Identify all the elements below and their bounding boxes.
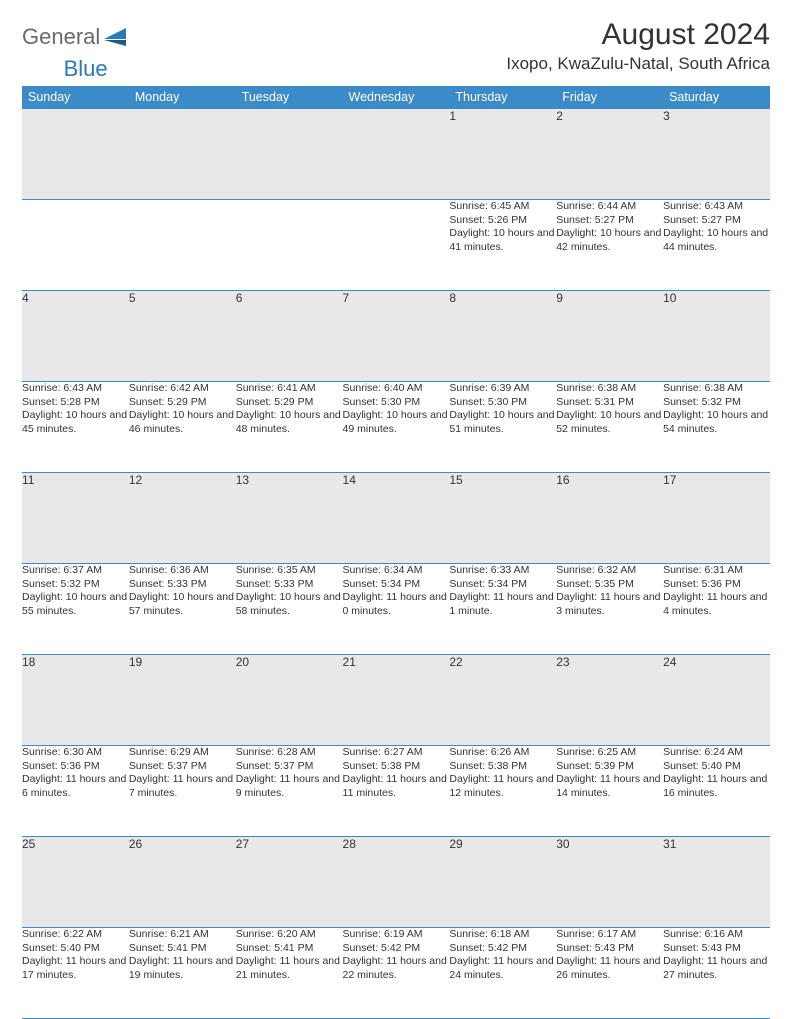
day-number-cell: 23	[556, 655, 663, 746]
day-number-cell: 8	[449, 291, 556, 382]
logo-triangle-icon	[104, 28, 126, 46]
day-number-cell: 28	[343, 837, 450, 928]
day-number-cell: 4	[22, 291, 129, 382]
day-number-row: 25262728293031	[22, 837, 770, 928]
day-details-cell: Sunrise: 6:19 AMSunset: 5:42 PMDaylight:…	[343, 928, 450, 1019]
day-details-cell: Sunrise: 6:21 AMSunset: 5:41 PMDaylight:…	[129, 928, 236, 1019]
day-details-cell	[343, 200, 450, 291]
day-details-row: Sunrise: 6:37 AMSunset: 5:32 PMDaylight:…	[22, 564, 770, 655]
day-details-cell: Sunrise: 6:38 AMSunset: 5:32 PMDaylight:…	[663, 382, 770, 473]
day-details-cell: Sunrise: 6:18 AMSunset: 5:42 PMDaylight:…	[449, 928, 556, 1019]
day-details-row: Sunrise: 6:30 AMSunset: 5:36 PMDaylight:…	[22, 746, 770, 837]
day-number-cell: 5	[129, 291, 236, 382]
day-details-cell	[129, 200, 236, 291]
day-details-cell: Sunrise: 6:22 AMSunset: 5:40 PMDaylight:…	[22, 928, 129, 1019]
day-details-row: Sunrise: 6:45 AMSunset: 5:26 PMDaylight:…	[22, 200, 770, 291]
day-number-row: 18192021222324	[22, 655, 770, 746]
day-number-cell	[129, 109, 236, 200]
day-details-cell: Sunrise: 6:37 AMSunset: 5:32 PMDaylight:…	[22, 564, 129, 655]
day-number-cell: 1	[449, 109, 556, 200]
day-details-row: Sunrise: 6:43 AMSunset: 5:28 PMDaylight:…	[22, 382, 770, 473]
day-number-cell: 19	[129, 655, 236, 746]
day-number-cell	[22, 109, 129, 200]
logo: General	[22, 18, 126, 50]
logo-word-2: Blue	[64, 56, 108, 81]
day-details-cell: Sunrise: 6:17 AMSunset: 5:43 PMDaylight:…	[556, 928, 663, 1019]
day-number-cell: 2	[556, 109, 663, 200]
day-details-cell: Sunrise: 6:42 AMSunset: 5:29 PMDaylight:…	[129, 382, 236, 473]
day-number-row: 11121314151617	[22, 473, 770, 564]
day-number-cell	[236, 109, 343, 200]
day-details-cell: Sunrise: 6:26 AMSunset: 5:38 PMDaylight:…	[449, 746, 556, 837]
day-number-cell: 15	[449, 473, 556, 564]
day-number-cell: 6	[236, 291, 343, 382]
weekday-header: Wednesday	[343, 86, 450, 109]
day-number-cell: 12	[129, 473, 236, 564]
day-number-cell: 7	[343, 291, 450, 382]
day-number-cell: 14	[343, 473, 450, 564]
day-number-cell: 24	[663, 655, 770, 746]
day-details-cell: Sunrise: 6:43 AMSunset: 5:27 PMDaylight:…	[663, 200, 770, 291]
day-details-cell: Sunrise: 6:16 AMSunset: 5:43 PMDaylight:…	[663, 928, 770, 1019]
day-number-cell: 29	[449, 837, 556, 928]
day-details-cell: Sunrise: 6:45 AMSunset: 5:26 PMDaylight:…	[449, 200, 556, 291]
day-number-cell: 13	[236, 473, 343, 564]
day-number-cell: 31	[663, 837, 770, 928]
day-number-cell: 30	[556, 837, 663, 928]
day-details-row: Sunrise: 6:22 AMSunset: 5:40 PMDaylight:…	[22, 928, 770, 1019]
day-details-cell: Sunrise: 6:29 AMSunset: 5:37 PMDaylight:…	[129, 746, 236, 837]
day-details-cell: Sunrise: 6:20 AMSunset: 5:41 PMDaylight:…	[236, 928, 343, 1019]
month-title: August 2024	[506, 18, 770, 52]
day-number-cell	[343, 109, 450, 200]
day-details-cell: Sunrise: 6:31 AMSunset: 5:36 PMDaylight:…	[663, 564, 770, 655]
calendar-table: Sunday Monday Tuesday Wednesday Thursday…	[22, 86, 770, 1019]
day-number-cell: 17	[663, 473, 770, 564]
day-details-cell: Sunrise: 6:36 AMSunset: 5:33 PMDaylight:…	[129, 564, 236, 655]
weekday-header: Saturday	[663, 86, 770, 109]
day-number-cell: 22	[449, 655, 556, 746]
day-details-cell	[236, 200, 343, 291]
logo-word-2-wrap: GenBlue	[22, 56, 770, 82]
day-number-cell: 9	[556, 291, 663, 382]
day-details-cell: Sunrise: 6:34 AMSunset: 5:34 PMDaylight:…	[343, 564, 450, 655]
day-details-cell	[22, 200, 129, 291]
day-details-cell: Sunrise: 6:39 AMSunset: 5:30 PMDaylight:…	[449, 382, 556, 473]
day-details-cell: Sunrise: 6:32 AMSunset: 5:35 PMDaylight:…	[556, 564, 663, 655]
day-details-cell: Sunrise: 6:30 AMSunset: 5:36 PMDaylight:…	[22, 746, 129, 837]
day-details-cell: Sunrise: 6:27 AMSunset: 5:38 PMDaylight:…	[343, 746, 450, 837]
day-details-cell: Sunrise: 6:25 AMSunset: 5:39 PMDaylight:…	[556, 746, 663, 837]
weekday-header-row: Sunday Monday Tuesday Wednesday Thursday…	[22, 86, 770, 109]
day-number-cell: 21	[343, 655, 450, 746]
day-number-cell: 11	[22, 473, 129, 564]
day-details-cell: Sunrise: 6:41 AMSunset: 5:29 PMDaylight:…	[236, 382, 343, 473]
weekday-header: Monday	[129, 86, 236, 109]
day-details-cell: Sunrise: 6:33 AMSunset: 5:34 PMDaylight:…	[449, 564, 556, 655]
logo-word-1: General	[22, 24, 100, 50]
day-number-cell: 10	[663, 291, 770, 382]
day-number-row: 123	[22, 109, 770, 200]
day-number-cell: 27	[236, 837, 343, 928]
day-details-cell: Sunrise: 6:40 AMSunset: 5:30 PMDaylight:…	[343, 382, 450, 473]
day-details-cell: Sunrise: 6:35 AMSunset: 5:33 PMDaylight:…	[236, 564, 343, 655]
day-number-cell: 18	[22, 655, 129, 746]
weekday-header: Sunday	[22, 86, 129, 109]
day-number-row: 45678910	[22, 291, 770, 382]
day-number-cell: 16	[556, 473, 663, 564]
weekday-header: Friday	[556, 86, 663, 109]
weekday-header: Tuesday	[236, 86, 343, 109]
day-number-cell: 25	[22, 837, 129, 928]
weekday-header: Thursday	[449, 86, 556, 109]
day-number-cell: 26	[129, 837, 236, 928]
day-number-cell: 20	[236, 655, 343, 746]
day-details-cell: Sunrise: 6:24 AMSunset: 5:40 PMDaylight:…	[663, 746, 770, 837]
day-details-cell: Sunrise: 6:43 AMSunset: 5:28 PMDaylight:…	[22, 382, 129, 473]
day-number-cell: 3	[663, 109, 770, 200]
day-details-cell: Sunrise: 6:44 AMSunset: 5:27 PMDaylight:…	[556, 200, 663, 291]
day-details-cell: Sunrise: 6:28 AMSunset: 5:37 PMDaylight:…	[236, 746, 343, 837]
day-details-cell: Sunrise: 6:38 AMSunset: 5:31 PMDaylight:…	[556, 382, 663, 473]
